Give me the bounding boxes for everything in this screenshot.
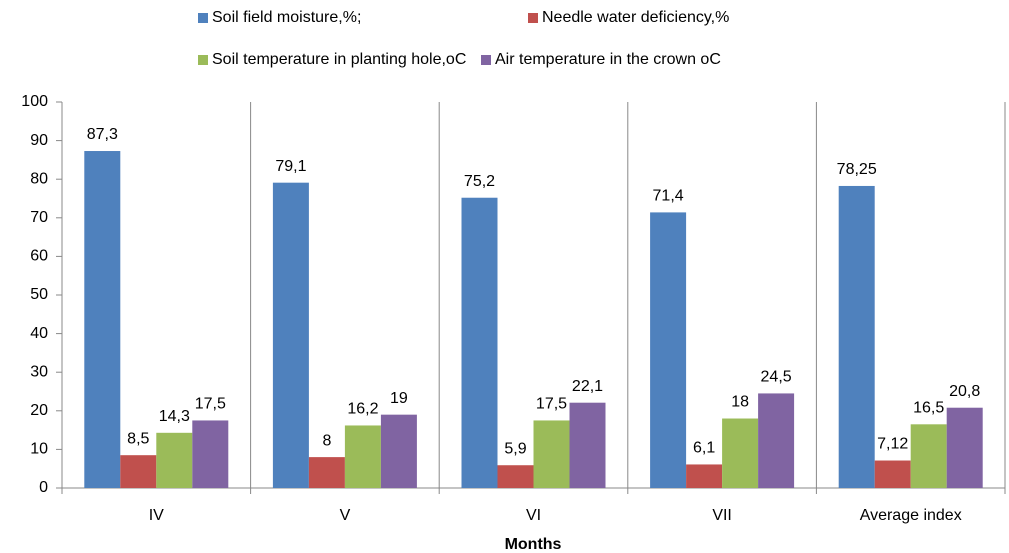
- y-tick-label: 100: [21, 93, 48, 110]
- data-label: 5,9: [504, 440, 526, 457]
- bar: [497, 465, 534, 488]
- bar: [272, 182, 309, 488]
- y-tick-label: 70: [30, 209, 48, 226]
- data-label: 87,3: [87, 126, 118, 143]
- bar: [722, 418, 759, 488]
- x-tick-label: IV: [149, 507, 164, 524]
- legend-swatch: [481, 55, 491, 65]
- y-tick-label: 60: [30, 248, 48, 265]
- x-tick-label: VI: [526, 507, 541, 524]
- bar: [380, 414, 417, 488]
- data-label: 17,5: [536, 396, 567, 413]
- data-label: 7,12: [877, 436, 908, 453]
- bar: [874, 460, 911, 488]
- bar: [156, 432, 193, 488]
- data-label: 18: [731, 394, 749, 411]
- data-label: 79,1: [275, 158, 306, 175]
- bar: [910, 424, 947, 488]
- bar: [308, 457, 345, 488]
- data-label: 71,4: [653, 188, 684, 205]
- y-tick-label: 10: [30, 441, 48, 458]
- data-label: 16,2: [347, 401, 378, 418]
- data-label: 14,3: [159, 408, 190, 425]
- data-label: 75,2: [464, 173, 495, 190]
- legend-label: Air temperature in the crown oC: [495, 51, 721, 68]
- bar: [461, 197, 498, 488]
- data-label: 19: [390, 390, 408, 407]
- bar: [946, 407, 983, 488]
- y-tick-label: 0: [39, 479, 48, 496]
- legend-swatch: [198, 55, 208, 65]
- legend-label: Needle water deficiency,%: [542, 9, 729, 26]
- data-label: 78,25: [837, 161, 877, 178]
- legend-label: Soil field moisture,%;: [212, 9, 361, 26]
- data-label: 16,5: [913, 400, 944, 417]
- bar: [533, 420, 570, 488]
- legend-label: Soil temperature in planting hole,oC: [212, 51, 466, 68]
- bar: [686, 464, 723, 488]
- bar: [650, 212, 687, 488]
- bar: [120, 455, 157, 488]
- data-label: 20,8: [949, 383, 980, 400]
- y-tick-label: 80: [30, 170, 48, 187]
- x-axis-label: Months: [505, 536, 562, 553]
- y-tick-label: 20: [30, 402, 48, 419]
- y-tick-label: 30: [30, 363, 48, 380]
- bar: [758, 393, 795, 488]
- data-label: 24,5: [761, 369, 792, 386]
- y-tick-label: 40: [30, 325, 48, 342]
- bar: [192, 420, 229, 488]
- bar: [838, 185, 875, 488]
- data-label: 8,5: [127, 430, 149, 447]
- y-tick-label: 50: [30, 286, 48, 303]
- legend-swatch: [528, 13, 538, 23]
- bar: [344, 425, 381, 488]
- data-label: 6,1: [693, 440, 715, 457]
- data-label: 22,1: [572, 378, 603, 395]
- bar: [569, 402, 606, 488]
- y-tick-label: 90: [30, 132, 48, 149]
- data-label: 17,5: [195, 396, 226, 413]
- x-tick-label: Average index: [860, 507, 962, 524]
- data-label: 8: [322, 432, 331, 449]
- legend-swatch: [198, 13, 208, 23]
- x-tick-label: VII: [712, 507, 732, 524]
- x-tick-label: V: [340, 507, 351, 524]
- bar: [84, 151, 121, 488]
